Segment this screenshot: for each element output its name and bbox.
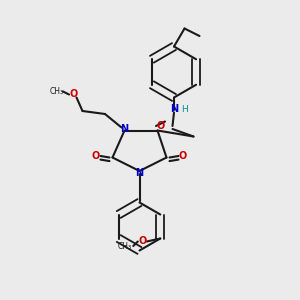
Text: N: N [120,124,129,134]
Text: O: O [69,89,78,100]
Text: N: N [135,167,144,178]
Text: N: N [170,104,178,115]
Text: H: H [181,105,188,114]
Text: O: O [138,236,146,247]
Text: O: O [92,151,100,161]
Text: CH₃: CH₃ [50,87,64,96]
Text: O: O [156,121,165,131]
Text: O: O [179,151,187,161]
Text: CH₃: CH₃ [117,242,131,250]
